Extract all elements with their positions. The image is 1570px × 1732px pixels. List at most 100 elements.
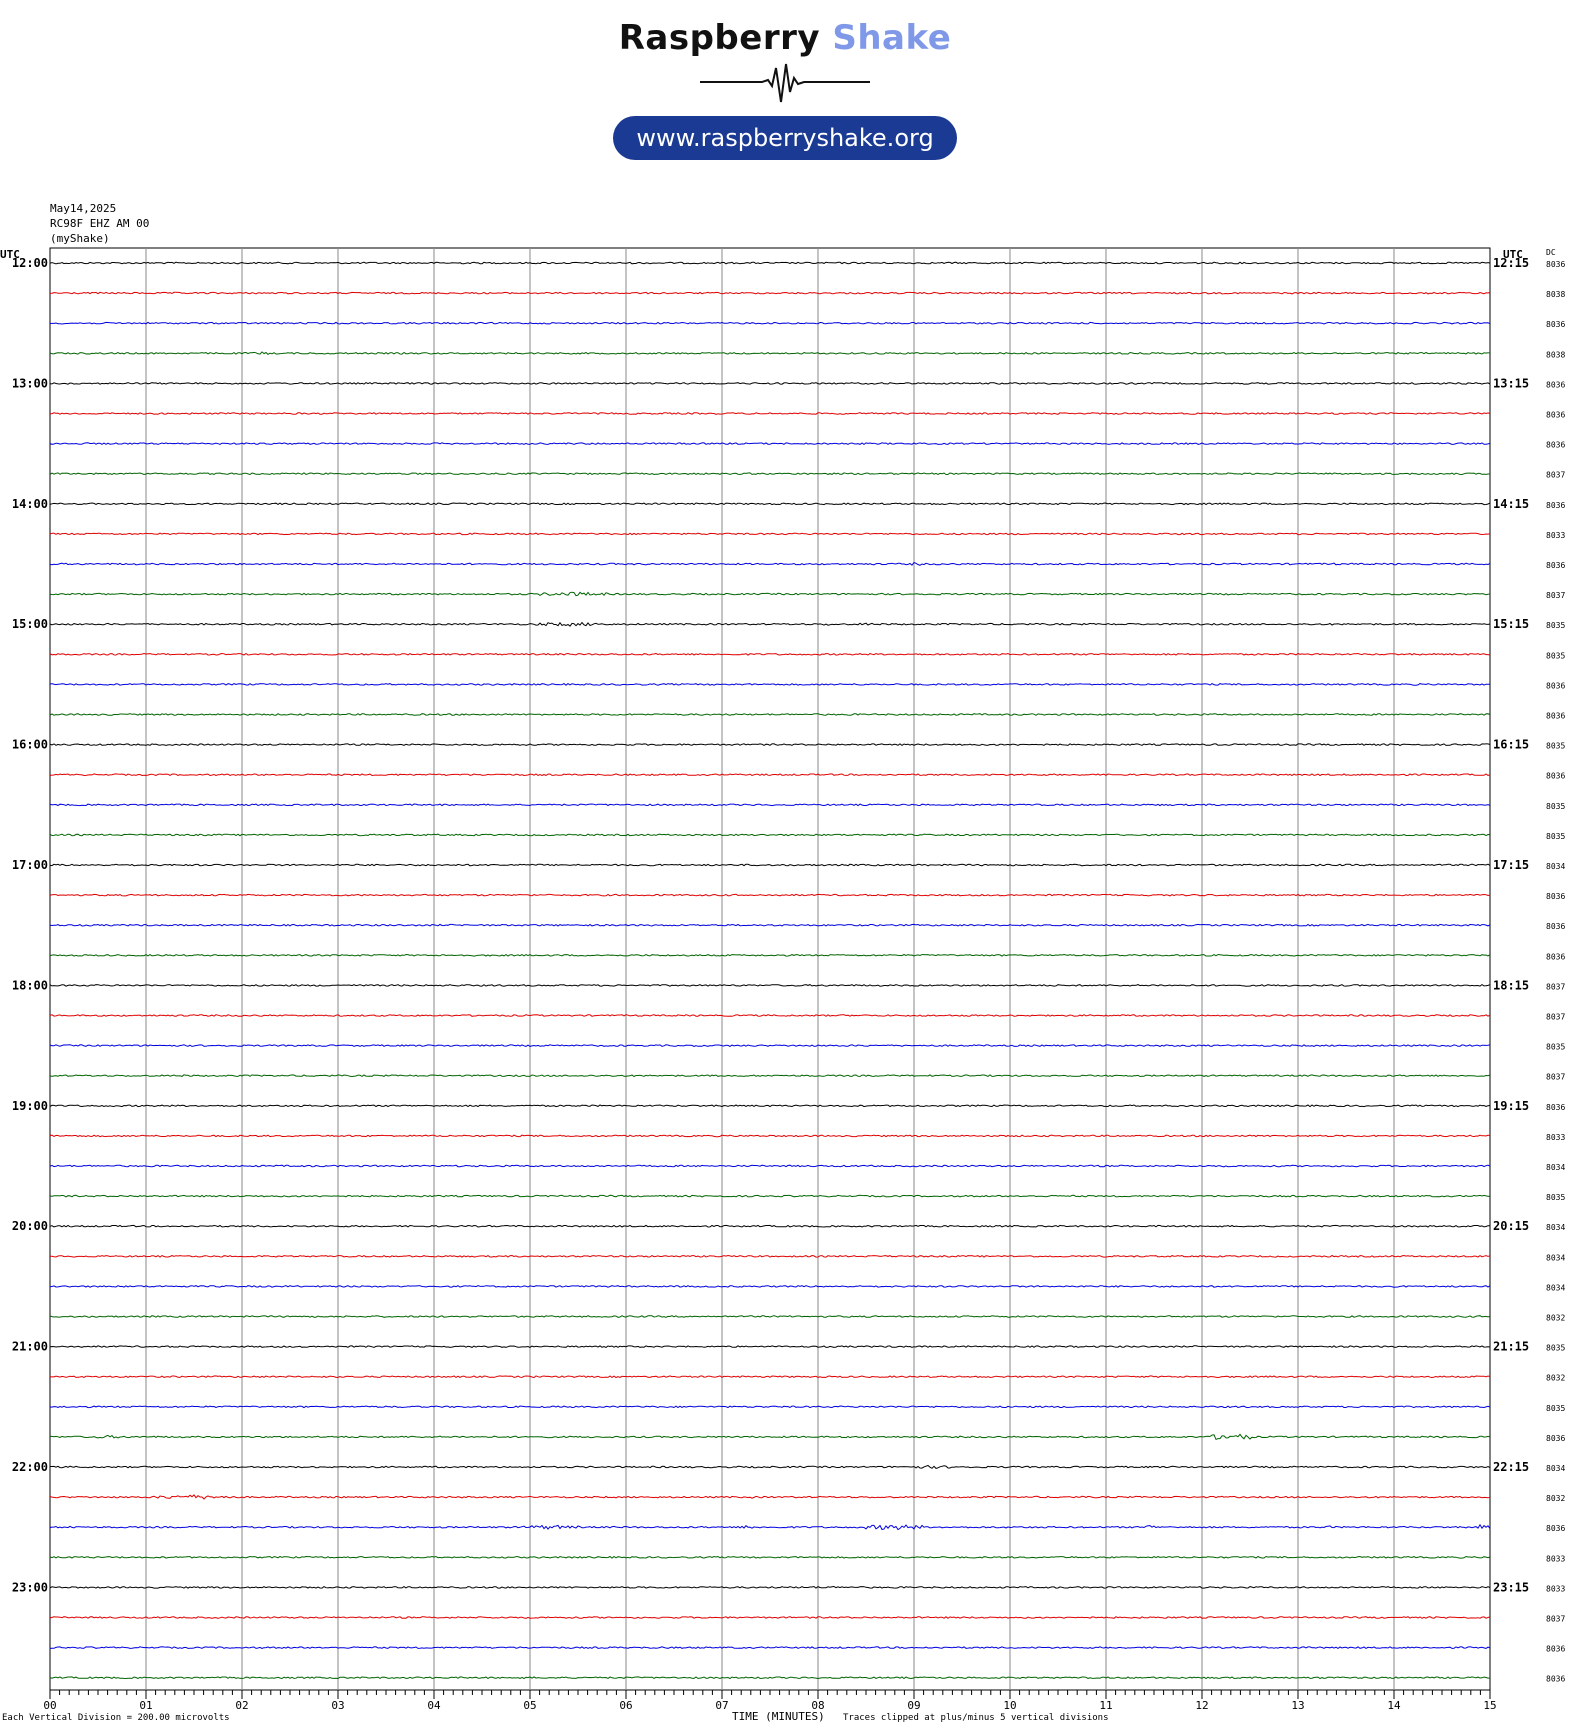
seismic-trace-line xyxy=(49,1345,1491,1349)
dc-header: DC xyxy=(1546,248,1556,257)
right-hour-label: 16:15 xyxy=(1493,738,1529,752)
dc-value-label: 8037 xyxy=(1546,471,1565,480)
dc-value-label: 8034 xyxy=(1546,1283,1565,1292)
dc-value-label: 8037 xyxy=(1546,982,1565,991)
dc-value-label: 8036 xyxy=(1546,380,1565,389)
left-hour-label: 13:00 xyxy=(12,376,48,390)
seismic-trace-line xyxy=(49,863,1491,867)
seismic-trace-line xyxy=(49,1044,1491,1047)
x-tick-label: 01 xyxy=(139,1699,152,1712)
station-info: May14,2025 RC98F EHZ AM 00 (myShake) xyxy=(50,201,149,246)
logo-name-raspberry: Raspberry xyxy=(618,18,821,58)
seismic-trace-line xyxy=(49,923,1491,927)
seismic-trace-line xyxy=(49,1164,1491,1168)
seismic-trace-line xyxy=(49,1375,1491,1379)
seismic-trace-line xyxy=(49,351,1491,356)
station-channel: RC98F EHZ AM 00 xyxy=(50,217,150,230)
dc-value-label: 8033 xyxy=(1546,1133,1565,1142)
x-tick-label: 08 xyxy=(811,1699,824,1712)
seismic-trace-line xyxy=(49,743,1491,747)
dc-value-label: 8035 xyxy=(1546,832,1565,841)
x-tick-label: 14 xyxy=(1387,1699,1401,1712)
dc-value-label: 8036 xyxy=(1546,1524,1565,1533)
logo-title: Raspberry Shake xyxy=(0,18,1570,58)
dc-value-label: 8035 xyxy=(1546,1193,1565,1202)
seismic-trace-line xyxy=(49,803,1491,807)
seismic-trace-line xyxy=(50,1254,1491,1258)
dc-value-label: 8033 xyxy=(1546,531,1565,540)
left-hour-label: 23:00 xyxy=(12,1580,48,1594)
dc-value-label: 8035 xyxy=(1546,742,1565,751)
seismic-trace-line xyxy=(49,1405,1491,1409)
seismic-trace-line xyxy=(49,502,1491,506)
x-tick-label: 10 xyxy=(1003,1699,1016,1712)
seismic-trace-line xyxy=(49,1014,1491,1017)
x-tick-label: 03 xyxy=(331,1699,344,1712)
seismic-trace-line xyxy=(49,1194,1491,1198)
dc-value-label: 8036 xyxy=(1546,772,1565,781)
left-hour-label: 22:00 xyxy=(12,1460,48,1474)
dc-value-label: 8035 xyxy=(1546,1043,1565,1052)
dc-value-label: 8036 xyxy=(1546,501,1565,510)
dc-value-label: 8036 xyxy=(1546,1645,1565,1654)
dc-value-label: 8035 xyxy=(1546,651,1565,660)
dc-value-label: 8036 xyxy=(1546,561,1565,570)
seismic-trace-line xyxy=(49,291,1491,295)
dc-value-label: 8033 xyxy=(1546,1584,1565,1593)
left-hour-label: 21:00 xyxy=(12,1340,48,1354)
dc-value-label: 8032 xyxy=(1546,1374,1565,1383)
seismic-trace-line xyxy=(49,321,1491,325)
clip-note: Traces clipped at plus/minus 5 vertical … xyxy=(843,1713,1109,1723)
x-axis-title: TIME (MINUTES) xyxy=(732,1710,825,1723)
seismic-trace-line xyxy=(49,1585,1491,1589)
dc-value-label: 8036 xyxy=(1546,441,1565,450)
right-hour-label: 14:15 xyxy=(1493,497,1529,511)
x-tick-label: 07 xyxy=(715,1699,728,1712)
dc-value-label: 8037 xyxy=(1546,591,1565,600)
seismic-trace-line xyxy=(49,1134,1491,1138)
website-url-link[interactable]: www.raspberryshake.org xyxy=(613,116,957,160)
dc-value-label: 8037 xyxy=(1546,1615,1565,1624)
seismic-trace-line xyxy=(49,652,1491,656)
dc-value-label: 8035 xyxy=(1546,621,1565,630)
dc-value-label: 8032 xyxy=(1546,1314,1565,1323)
record-date: May14,2025 xyxy=(50,202,117,215)
x-tick-label: 12 xyxy=(1195,1699,1208,1712)
seismic-trace-line xyxy=(49,953,1491,957)
seismic-trace-line xyxy=(50,1433,1491,1441)
dc-value-label: 8034 xyxy=(1546,1163,1565,1172)
dc-value-label: 8034 xyxy=(1546,1253,1565,1262)
seismic-trace-line xyxy=(49,1074,1491,1078)
dc-value-label: 8036 xyxy=(1546,712,1565,721)
dc-value-label: 8036 xyxy=(1546,411,1565,420)
left-hour-label: 15:00 xyxy=(12,617,48,631)
right-hour-label: 13:15 xyxy=(1493,376,1529,390)
seismic-trace-line xyxy=(49,1104,1491,1108)
seismic-trace-line xyxy=(49,381,1491,385)
dc-value-label: 8037 xyxy=(1546,1073,1565,1082)
seismic-trace-line xyxy=(49,591,1491,597)
left-hour-label: 19:00 xyxy=(12,1099,48,1113)
seismic-trace-line xyxy=(49,532,1491,536)
dc-value-label: 8036 xyxy=(1546,320,1565,329)
seismic-trace-line xyxy=(49,682,1491,686)
right-hour-label: 15:15 xyxy=(1493,617,1529,631)
seismic-trace-line xyxy=(49,1676,1491,1680)
x-tick-label: 09 xyxy=(907,1699,920,1712)
right-hour-label: 18:15 xyxy=(1493,978,1529,992)
x-tick-label: 02 xyxy=(235,1699,248,1712)
logo-name-shake: Shake xyxy=(832,18,952,58)
left-hour-label: 16:00 xyxy=(12,738,48,752)
dc-value-label: 8034 xyxy=(1546,862,1565,871)
seismic-trace-line xyxy=(49,1646,1491,1649)
vertical-division-note: Each Vertical Division = 200.00 microvol… xyxy=(2,1713,230,1723)
dc-value-label: 8036 xyxy=(1546,1675,1565,1684)
x-tick-label: 04 xyxy=(427,1699,441,1712)
seismic-trace-line xyxy=(50,1464,1491,1469)
dc-value-label: 8033 xyxy=(1546,1554,1565,1563)
right-hour-label: 21:15 xyxy=(1493,1340,1529,1354)
seismic-trace-line xyxy=(49,412,1491,415)
seismic-trace-line xyxy=(49,893,1491,897)
right-hour-label: 20:15 xyxy=(1493,1219,1529,1233)
dc-value-label: 8038 xyxy=(1546,350,1565,359)
